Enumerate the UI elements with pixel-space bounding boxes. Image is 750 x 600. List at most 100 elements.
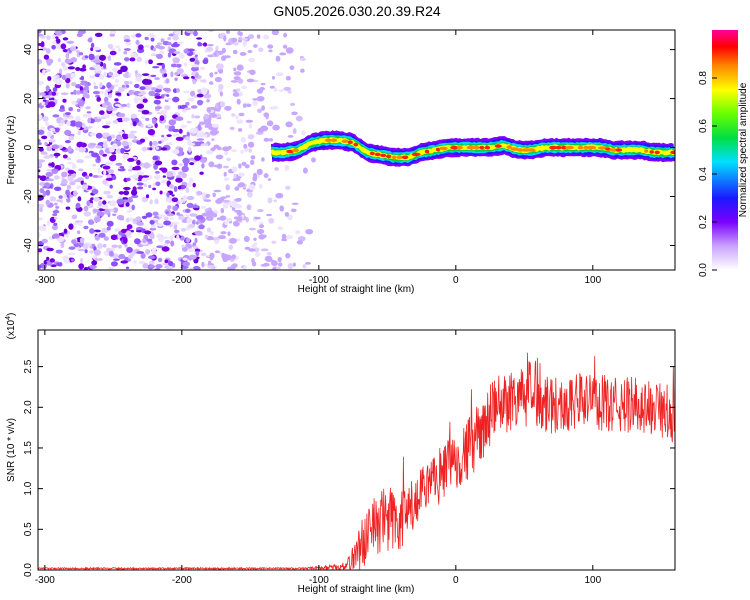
- noise-speck: [70, 46, 77, 52]
- noise-speck: [81, 122, 86, 128]
- noise-speck: [237, 39, 242, 43]
- noise-speck: [221, 252, 226, 260]
- noise-speck: [111, 175, 117, 180]
- noise-speck: [106, 135, 112, 142]
- noise-speck: [88, 126, 93, 129]
- noise-speck: [192, 265, 201, 270]
- y-tick-label: -40: [23, 238, 34, 253]
- noise-speck: [168, 260, 174, 267]
- noise-speck: [171, 159, 178, 166]
- noise-speck: [161, 167, 168, 173]
- noise-speck: [76, 230, 81, 235]
- noise-speck: [114, 228, 121, 233]
- noise-speck: [148, 184, 152, 189]
- noise-speck: [170, 217, 174, 220]
- noise-speck: [145, 117, 150, 121]
- noise-speck: [91, 260, 98, 266]
- noise-speck: [191, 64, 200, 68]
- noise-speck: [150, 87, 157, 91]
- noise-speck: [245, 103, 252, 108]
- noise-speck: [69, 194, 74, 198]
- noise-speck: [266, 120, 274, 127]
- noise-speck: [172, 34, 179, 41]
- noise-speck: [40, 41, 45, 48]
- noise-speck: [253, 237, 257, 241]
- noise-speck: [38, 30, 42, 34]
- noise-speck: [93, 59, 101, 64]
- noise-speck: [102, 142, 108, 149]
- noise-speck: [246, 204, 252, 211]
- noise-speck: [190, 105, 198, 109]
- noise-speck: [208, 161, 215, 168]
- noise-speck: [126, 209, 133, 213]
- noise-speck: [76, 185, 81, 189]
- noise-speck: [205, 46, 214, 52]
- signal-peak: [325, 138, 332, 142]
- noise-speck: [200, 205, 206, 209]
- noise-speck: [198, 224, 205, 230]
- noise-speck: [301, 130, 306, 136]
- noise-speck: [200, 143, 208, 146]
- noise-speck: [182, 261, 190, 267]
- noise-speck: [97, 175, 103, 178]
- noise-speck: [177, 41, 184, 45]
- noise-speck: [172, 128, 180, 133]
- noise-speck: [230, 258, 235, 262]
- noise-speck: [49, 128, 56, 131]
- noise-speck: [258, 47, 264, 53]
- noise-speck: [114, 78, 120, 83]
- noise-speck: [205, 215, 214, 221]
- noise-speck: [106, 105, 113, 112]
- noise-speck: [199, 171, 204, 175]
- noise-speck: [65, 167, 70, 171]
- noise-speck: [38, 80, 44, 86]
- noise-speck: [51, 144, 60, 149]
- noise-speck: [247, 134, 255, 140]
- noise-speck: [268, 217, 275, 224]
- noise-speck: [154, 174, 161, 181]
- noise-speck: [180, 227, 187, 232]
- noise-speck: [126, 246, 133, 253]
- noise-speck: [77, 196, 82, 202]
- noise-speck: [99, 54, 106, 61]
- noise-speck: [165, 78, 170, 84]
- noise-speck: [248, 248, 256, 252]
- noise-speck: [156, 53, 163, 60]
- noise-speck: [136, 251, 144, 254]
- noise-speck: [152, 187, 157, 191]
- noise-speck: [220, 207, 225, 214]
- noise-speck: [237, 128, 243, 132]
- noise-speck: [112, 119, 119, 124]
- signal-peak: [369, 151, 375, 156]
- noise-speck: [245, 217, 249, 223]
- noise-speck: [163, 216, 169, 221]
- noise-speck: [140, 116, 146, 120]
- noise-speck: [79, 237, 85, 244]
- noise-speck: [52, 210, 60, 214]
- noise-speck: [159, 110, 168, 114]
- noise-speck: [133, 260, 137, 264]
- noise-speck: [40, 151, 47, 155]
- noise-speck: [223, 171, 227, 177]
- noise-speck: [144, 59, 149, 65]
- noise-speck: [185, 243, 192, 248]
- noise-speck: [62, 49, 68, 53]
- noise-speck: [38, 175, 42, 179]
- noise-speck: [155, 264, 163, 269]
- noise-speck: [118, 253, 126, 260]
- noise-speck: [111, 244, 119, 248]
- noise-speck: [256, 34, 261, 39]
- noise-speck: [126, 224, 133, 230]
- noise-speck: [105, 177, 114, 181]
- signal-peak: [330, 138, 338, 142]
- noise-speck: [56, 262, 61, 266]
- noise-speck: [68, 246, 76, 250]
- y-tick-label: 1.0: [23, 481, 34, 495]
- colorbar-tick-label: 0.2: [698, 215, 709, 229]
- noise-speck: [118, 113, 126, 118]
- noise-speck: [125, 266, 130, 270]
- noise-speck: [149, 147, 153, 151]
- signal-peak: [341, 139, 349, 143]
- noise-speck: [141, 146, 148, 152]
- noise-speck: [67, 169, 75, 175]
